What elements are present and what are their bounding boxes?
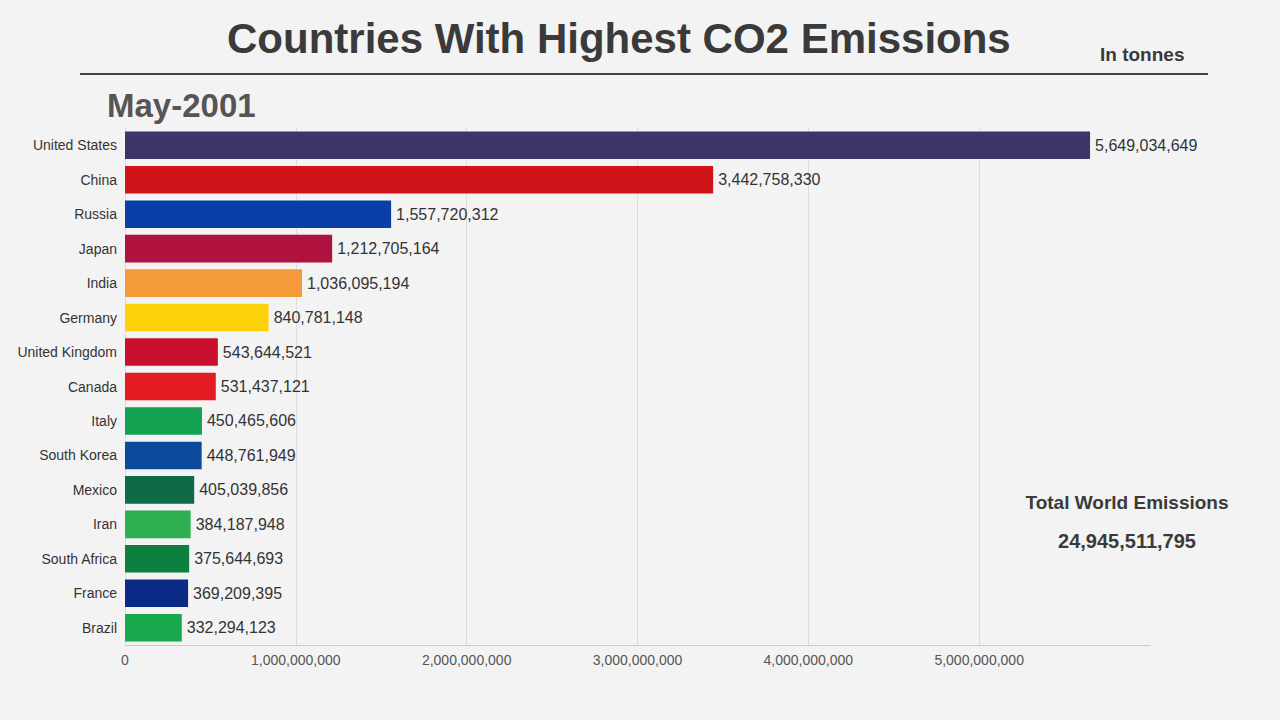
svg-text:543,644,521: 543,644,521 [223, 344, 312, 361]
svg-text:5,649,034,649: 5,649,034,649 [1095, 137, 1197, 154]
svg-text:450,465,606: 450,465,606 [207, 412, 296, 429]
svg-text:Iran: Iran [93, 516, 117, 532]
svg-text:France: France [73, 585, 117, 601]
svg-text:375,644,693: 375,644,693 [194, 550, 283, 567]
svg-text:5,000,000,000: 5,000,000,000 [934, 652, 1024, 668]
svg-text:2,000,000,000: 2,000,000,000 [422, 652, 512, 668]
svg-text:South Korea: South Korea [39, 447, 117, 463]
svg-text:1,036,095,194: 1,036,095,194 [307, 275, 409, 292]
svg-text:Mexico: Mexico [73, 482, 118, 498]
svg-text:South Africa: South Africa [42, 551, 118, 567]
svg-text:0: 0 [121, 652, 129, 668]
svg-text:3,000,000,000: 3,000,000,000 [593, 652, 683, 668]
svg-text:United States: United States [33, 137, 117, 153]
svg-text:Canada: Canada [68, 379, 117, 395]
svg-text:Countries With Highest CO2 Emi: Countries With Highest CO2 Emissions [227, 15, 1011, 62]
svg-text:Russia: Russia [74, 206, 117, 222]
svg-text:369,209,395: 369,209,395 [193, 585, 282, 602]
svg-text:332,294,123: 332,294,123 [187, 619, 276, 636]
svg-text:Germany: Germany [59, 310, 117, 326]
svg-text:China: China [80, 172, 117, 188]
svg-text:405,039,856: 405,039,856 [199, 481, 288, 498]
svg-text:Japan: Japan [79, 241, 117, 257]
svg-text:3,442,758,330: 3,442,758,330 [718, 171, 820, 188]
svg-text:In tonnes: In tonnes [1100, 44, 1184, 65]
svg-text:448,761,949: 448,761,949 [207, 447, 296, 464]
svg-text:Italy: Italy [91, 413, 117, 429]
svg-text:1,000,000,000: 1,000,000,000 [251, 652, 341, 668]
svg-text:384,187,948: 384,187,948 [196, 516, 285, 533]
svg-text:531,437,121: 531,437,121 [221, 378, 310, 395]
svg-text:1,212,705,164: 1,212,705,164 [337, 240, 439, 257]
svg-text:May-2001: May-2001 [107, 87, 256, 124]
svg-text:840,781,148: 840,781,148 [274, 309, 363, 326]
svg-text:United Kingdom: United Kingdom [17, 344, 117, 360]
svg-text:1,557,720,312: 1,557,720,312 [396, 206, 498, 223]
svg-text:Total World Emissions: Total World Emissions [1025, 492, 1228, 513]
svg-text:24,945,511,795: 24,945,511,795 [1058, 530, 1196, 552]
svg-text:Brazil: Brazil [82, 620, 117, 636]
svg-text:4,000,000,000: 4,000,000,000 [764, 652, 854, 668]
svg-text:India: India [87, 275, 118, 291]
